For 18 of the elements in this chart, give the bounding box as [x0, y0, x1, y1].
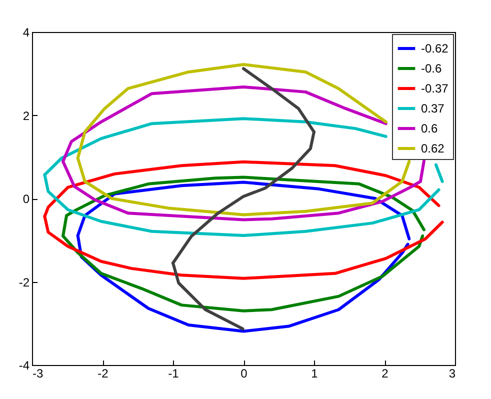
x-tick-label: -2 — [98, 366, 109, 380]
y-tick-label: -4 — [18, 358, 30, 372]
legend-label: 0.37 — [421, 102, 445, 116]
y-tick-label: 0 — [22, 192, 30, 206]
legend-label: -0.37 — [421, 82, 449, 96]
x-tick-label: -1 — [168, 366, 180, 380]
legend-label: 0.62 — [421, 142, 445, 156]
x-tick-label: 3 — [448, 366, 456, 380]
legend-label: -0.6 — [421, 62, 442, 76]
legend-label: 0.6 — [421, 122, 438, 136]
x-tick-label: 1 — [311, 366, 318, 380]
y-tick-label: 4 — [22, 26, 30, 40]
y-tick-label: 2 — [22, 108, 30, 123]
x-tick-label: 0 — [240, 366, 248, 380]
x-tick-label: 2 — [382, 366, 389, 380]
x-tick-label: -3 — [32, 366, 44, 380]
legend-label: -0.62 — [421, 42, 449, 56]
y-tick-label: -2 — [18, 275, 30, 290]
